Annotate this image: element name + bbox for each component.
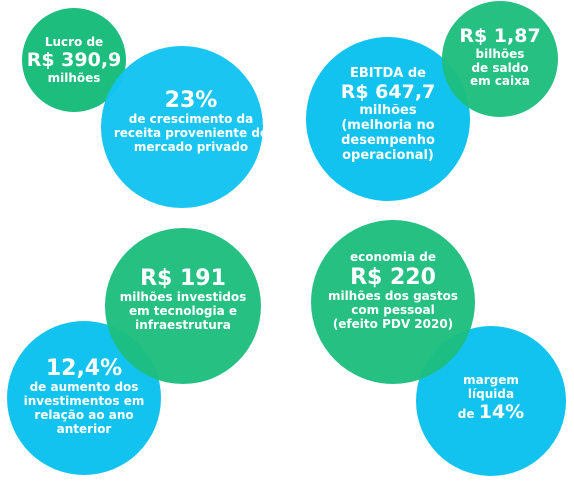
economia-text: economia de R$ 220 milhões dos gastos co… <box>311 250 475 331</box>
lucro-line1: Lucro de <box>44 35 104 49</box>
crescimento-line2: de crescimento da <box>128 112 254 127</box>
investidos-line4: infraestrutura <box>135 317 231 332</box>
margem-text: margem líquida de 14% <box>430 373 552 424</box>
crescimento-line4: mercado privado <box>133 139 249 154</box>
circle-economia <box>311 220 475 384</box>
ebitda-line4: (melhoria no <box>341 117 435 133</box>
investidos-line3: em tecnologia e <box>128 304 238 319</box>
ebitda-value: R$ 647,7 <box>340 80 436 103</box>
aumento-line3: investimentos em <box>23 394 145 409</box>
lucro-text: Lucro de R$ 390,9 milhões <box>22 35 126 85</box>
investidos-value: R$ 191 <box>140 266 226 291</box>
circle-crescimento <box>101 46 263 208</box>
saldo-value: R$ 1,87 <box>459 25 541 47</box>
margem-line1: margem <box>463 373 519 387</box>
economia-line4: com pessoal <box>351 302 435 317</box>
circle-investidos <box>105 228 261 384</box>
ebitda-line1: EBITDA de <box>350 66 426 81</box>
investidos-line2-rest: investidos <box>172 290 247 305</box>
aumento-line5: anterior <box>56 421 112 436</box>
ebitda-line3: milhões <box>359 102 417 118</box>
crescimento-value: 23% <box>164 88 218 113</box>
investidos-text: R$ 191 milhões investidos em tecnologia … <box>105 266 261 333</box>
economia-line3: milhões dos gastos <box>327 289 459 304</box>
aumento-line4: relação ao ano <box>34 407 134 422</box>
investidos-line2-strong: milhões <box>119 290 173 305</box>
aumento-value: 12,4% <box>45 356 123 381</box>
lucro-line3: milhões <box>47 70 101 85</box>
economia-value: R$ 220 <box>350 264 436 290</box>
margem-line3: de 14% <box>430 400 552 424</box>
circle-saldo <box>442 1 558 117</box>
saldo-text: R$ 1,87 bilhões de saldo em caixa <box>447 25 553 89</box>
aumento-text: 12,4% de aumento dos investimentos em re… <box>7 356 161 436</box>
margem-value: 14% <box>478 400 525 423</box>
saldo-line3: de saldo <box>471 60 529 75</box>
crescimento-text: 23% de crescimento da receita provenient… <box>101 88 281 155</box>
margem-prefix: de <box>457 406 479 421</box>
aumento-line2: de aumento dos <box>29 380 139 395</box>
lucro-value: R$ 390,9 <box>26 48 122 71</box>
economia-line1: economia de <box>350 250 436 264</box>
saldo-line2: bilhões <box>475 46 525 61</box>
economia-line5: (efeito PDV 2020) <box>332 316 454 331</box>
margem-line2: líquida <box>467 386 515 401</box>
saldo-line4: em caixa <box>470 74 530 89</box>
crescimento-line3: receita proveniente do <box>113 126 269 141</box>
investidos-line2: milhões investidos <box>105 290 261 305</box>
ebitda-line5: desempenho <box>341 132 435 148</box>
ebitda-line6: operacional) <box>342 147 434 163</box>
ebitda-text: EBITDA de R$ 647,7 milhões (melhoria no … <box>306 66 470 164</box>
